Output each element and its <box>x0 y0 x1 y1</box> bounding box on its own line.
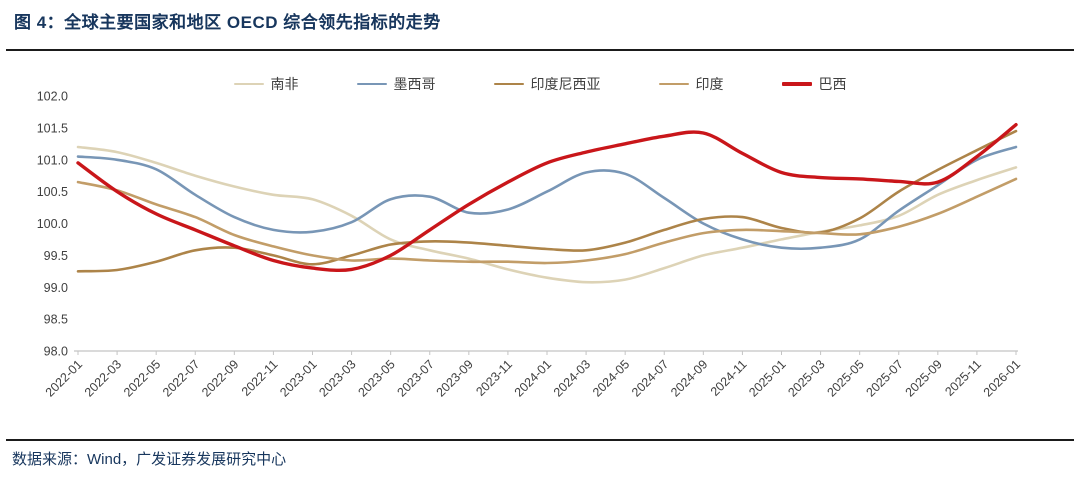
series-line-indonesia <box>76 129 1018 273</box>
x-axis-tick-label: 2022-03 <box>82 357 124 399</box>
legend-item-brazil: 巴西 <box>781 74 847 94</box>
footer-divider <box>6 439 1074 441</box>
legend-item-india: 印度 <box>658 74 724 94</box>
y-axis-tick-label: 99.5 <box>44 249 68 263</box>
x-axis-tick-label: 2022-09 <box>199 357 241 399</box>
legend-swatch-india <box>658 82 689 86</box>
legend-swatch-mexico <box>356 82 387 86</box>
legend-label-india: 印度 <box>695 76 724 92</box>
title-divider <box>6 49 1074 51</box>
x-axis-tick-label: 2023-09 <box>434 357 476 399</box>
legend-label-mexico: 墨西哥 <box>393 76 436 92</box>
x-axis-tick-label: 2025-11 <box>942 357 984 399</box>
legend-swatch-brazil <box>781 82 812 86</box>
x-axis-tick-label: 2024-07 <box>629 357 671 399</box>
x-axis-tick-label: 2024-09 <box>668 357 710 399</box>
x-axis-tick-label: 2025-01 <box>746 357 788 399</box>
y-axis-tick-label: 101.5 <box>37 121 68 135</box>
x-axis-tick-label: 2022-01 <box>43 357 85 399</box>
x-axis-tick-label: 2023-11 <box>473 357 515 399</box>
x-axis-tick-label: 2024-11 <box>708 357 750 399</box>
legend-swatch-indonesia <box>493 82 524 86</box>
y-axis-tick-label: 100.0 <box>37 217 68 231</box>
x-axis-tick-label: 2022-07 <box>160 357 202 399</box>
y-axis-tick-label: 102.0 <box>37 90 68 104</box>
x-axis-tick-label: 2025-07 <box>864 357 906 399</box>
x-axis-tick-label: 2026-01 <box>981 357 1023 399</box>
chart-legend: 南非 墨西哥 印度尼西亚 印度 巴西 <box>0 74 1080 94</box>
series-line-brazil <box>76 123 1018 273</box>
x-axis-tick-label: 2023-01 <box>277 357 319 399</box>
x-axis-tick-label: 2023-07 <box>395 357 437 399</box>
x-axis-tick-label: 2023-05 <box>355 357 397 399</box>
legend-item-indonesia: 印度尼西亚 <box>493 74 601 94</box>
legend-item-south-africa: 南非 <box>233 74 299 94</box>
x-axis-tick-label: 2025-03 <box>785 357 827 399</box>
chart-canvas: 2022-012022-032022-052022-072022-092022-… <box>37 90 1023 400</box>
series-line-mexico <box>76 145 1018 251</box>
legend-item-mexico: 墨西哥 <box>356 74 436 94</box>
y-axis-tick-label: 101.0 <box>37 153 68 167</box>
legend-label-brazil: 巴西 <box>818 76 847 92</box>
legend-label-south-africa: 南非 <box>270 76 299 92</box>
x-axis-tick-label: 2025-05 <box>824 357 866 399</box>
y-axis-tick-label: 100.5 <box>37 185 68 199</box>
legend-label-indonesia: 印度尼西亚 <box>530 76 601 92</box>
y-axis-tick-label: 98.0 <box>44 345 68 359</box>
figure-title: 图 4：全球主要国家和地区 OECD 综合领先指标的走势 <box>14 13 441 32</box>
y-axis-tick-label: 98.5 <box>44 313 68 327</box>
series-line-south-africa <box>76 145 1018 284</box>
series-line-india <box>76 177 1018 265</box>
x-axis-tick-label: 2024-03 <box>551 357 593 399</box>
x-axis-tick-label: 2022-11 <box>239 357 281 399</box>
x-axis-tick-label: 2025-09 <box>903 357 945 399</box>
y-axis-tick-label: 99.0 <box>44 281 68 295</box>
x-axis-tick-label: 2022-05 <box>121 357 163 399</box>
x-axis-tick-label: 2023-03 <box>316 357 358 399</box>
data-source-note: 数据来源：Wind，广发证券发展研究中心 <box>12 451 287 468</box>
x-axis-tick-label: 2024-01 <box>512 357 554 399</box>
x-axis-tick-label: 2024-05 <box>590 357 632 399</box>
legend-swatch-south-africa <box>233 82 264 86</box>
line-chart: 2022-01 2022-03 2022-05 2022-07 2022-09 2022-… <box>0 60 1080 430</box>
